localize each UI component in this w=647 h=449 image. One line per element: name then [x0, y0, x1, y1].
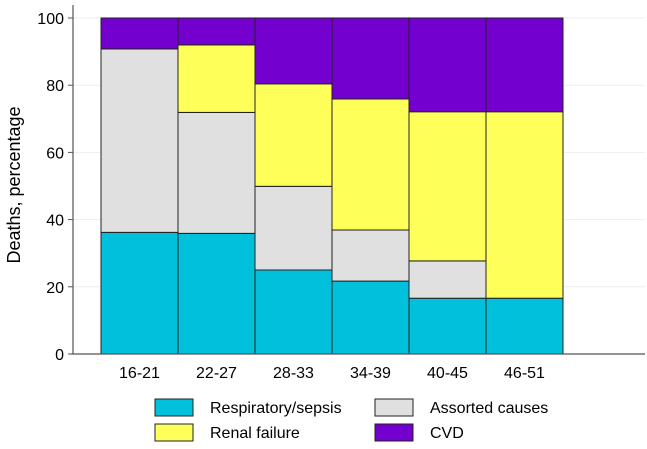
bar-segment-renal-failure	[408, 111, 487, 262]
bar-segment-assorted-causes	[254, 185, 333, 271]
legend-label: CVD	[430, 425, 464, 442]
x-tick-label: 34-39	[350, 365, 391, 382]
bar-segment-assorted-causes	[100, 48, 179, 233]
y-tick-label: 40	[46, 213, 64, 230]
y-axis-label: Deaths, percentage	[4, 106, 24, 263]
bar-segment-cvd	[485, 17, 564, 113]
legend-label: Assorted causes	[430, 400, 548, 417]
bar-segment-respiratory-sepsis	[408, 297, 487, 355]
x-tick-label: 28-33	[273, 365, 314, 382]
legend-label: Renal failure	[210, 425, 300, 442]
y-tick-label: 100	[37, 11, 64, 28]
x-tick-label: 40-45	[427, 365, 468, 382]
bar-segment-respiratory-sepsis	[254, 269, 333, 355]
bar-segment-respiratory-sepsis	[331, 280, 410, 355]
bar-segment-respiratory-sepsis	[100, 231, 179, 355]
bar-segment-renal-failure	[177, 44, 256, 113]
bar-segment-cvd	[331, 17, 410, 100]
y-tick-label: 60	[46, 145, 64, 162]
bar-segment-renal-failure	[331, 98, 410, 231]
y-tick-label: 0	[55, 347, 64, 364]
y-tick-label: 80	[46, 78, 64, 95]
bar-segment-cvd	[254, 17, 333, 85]
legend: Respiratory/sepsis Assorted causes Renal f…	[154, 398, 548, 442]
bars	[100, 17, 564, 355]
bar-segment-respiratory-sepsis	[485, 297, 564, 355]
bar-segment-cvd	[408, 17, 487, 113]
legend-swatch	[154, 398, 194, 417]
bar-segment-assorted-causes	[408, 260, 487, 299]
bar-segment-respiratory-sepsis	[177, 232, 256, 355]
axes: 0 20 40 60 80 100 16-21 22-27 28-33 34-39 40-45 46-…	[37, 5, 645, 382]
bar-segment-renal-failure	[485, 111, 564, 299]
x-tick-label: 16-21	[119, 365, 160, 382]
bar-segment-renal-failure	[254, 83, 333, 187]
bar-segment-assorted-causes	[177, 111, 256, 234]
legend-swatch	[374, 423, 414, 442]
legend-label: Respiratory/sepsis	[210, 400, 342, 417]
bar-segment-cvd	[177, 17, 256, 46]
legend-swatch	[374, 398, 414, 417]
y-tick-label: 20	[46, 280, 64, 297]
x-tick-label: 46-51	[504, 365, 545, 382]
bar-segment-cvd	[100, 17, 179, 50]
legend-swatch	[154, 423, 194, 442]
bar-segment-assorted-causes	[331, 229, 410, 282]
x-tick-label: 22-27	[196, 365, 237, 382]
